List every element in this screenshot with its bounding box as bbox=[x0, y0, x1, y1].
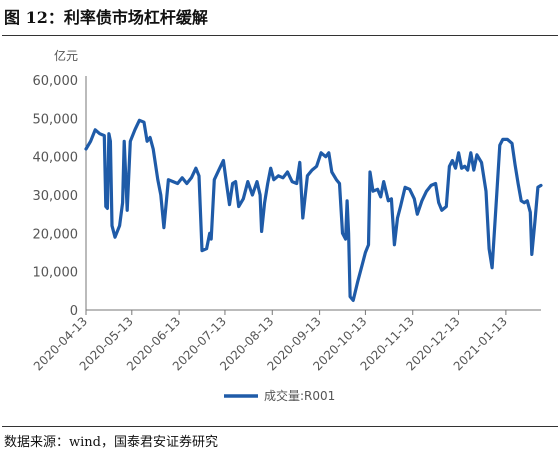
y-tick-label: 60,000 bbox=[33, 74, 79, 89]
figure-title: 图 12：利率债市场杠杆缓解 bbox=[4, 8, 208, 27]
plot-area bbox=[84, 118, 543, 302]
line-chart: 亿元 0 10,000 20,000 30,000 40,000 50,000 60,000… bbox=[31, 48, 543, 403]
source-note: 数据来源：wind，国泰君安证券研究 bbox=[4, 435, 218, 450]
y-tick-label: 30,000 bbox=[33, 189, 79, 204]
title-rule bbox=[2, 35, 558, 36]
legend-label: 成交量:R001 bbox=[264, 388, 335, 403]
series-line-r001 bbox=[84, 118, 543, 302]
x-axis: 2020-04-132020-05-132020-06-132020-07-13… bbox=[31, 309, 541, 373]
y-tick-label: 0 bbox=[70, 304, 78, 319]
source-rule bbox=[2, 426, 558, 427]
y-axis: 0 10,000 20,000 30,000 40,000 50,000 60,000 bbox=[33, 74, 87, 319]
y-tick-label: 20,000 bbox=[33, 227, 79, 242]
y-tick-label: 10,000 bbox=[33, 266, 79, 281]
y-tick-label: 40,000 bbox=[33, 151, 79, 166]
y-axis-unit-label: 亿元 bbox=[54, 48, 78, 63]
y-tick-label: 50,000 bbox=[33, 112, 79, 127]
legend: 成交量:R001 bbox=[224, 388, 335, 403]
